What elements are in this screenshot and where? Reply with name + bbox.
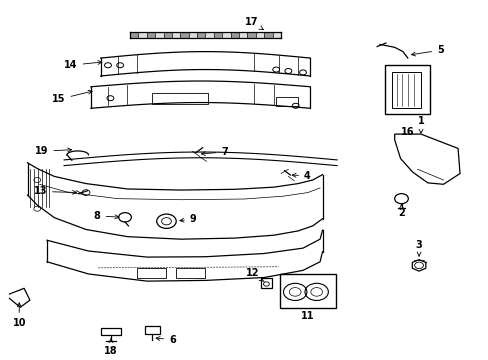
Bar — [197, 32, 205, 38]
Bar — [213, 32, 222, 38]
Text: 12: 12 — [245, 268, 264, 282]
Bar — [155, 32, 163, 38]
Bar — [276, 97, 298, 106]
Text: 13: 13 — [34, 186, 76, 197]
Text: 9: 9 — [180, 214, 196, 224]
Text: 8: 8 — [94, 211, 119, 221]
Bar — [391, 72, 420, 108]
Bar — [180, 32, 188, 38]
Text: 17: 17 — [244, 17, 263, 30]
Bar — [384, 65, 429, 114]
Bar — [205, 32, 213, 38]
Text: 4: 4 — [291, 171, 310, 181]
Text: 15: 15 — [52, 90, 92, 104]
Bar — [152, 93, 207, 104]
Bar — [101, 328, 121, 335]
Bar — [279, 274, 335, 309]
Text: 3: 3 — [415, 240, 422, 256]
Text: 14: 14 — [64, 60, 102, 70]
Bar — [176, 267, 205, 278]
Bar — [130, 32, 138, 38]
Bar — [146, 32, 155, 38]
Bar — [261, 278, 271, 288]
Text: 11: 11 — [300, 311, 313, 320]
Text: 2: 2 — [397, 204, 404, 218]
Bar — [172, 32, 180, 38]
Text: 10: 10 — [13, 303, 26, 328]
Bar — [264, 32, 272, 38]
Bar — [247, 32, 255, 38]
Bar — [138, 32, 146, 38]
Bar — [222, 32, 230, 38]
Bar — [255, 32, 264, 38]
Text: 18: 18 — [104, 339, 118, 356]
Bar — [272, 32, 281, 38]
Bar — [144, 326, 160, 334]
Text: 5: 5 — [411, 45, 443, 56]
Text: 6: 6 — [156, 334, 175, 345]
Text: 7: 7 — [201, 147, 227, 157]
Text: 19: 19 — [35, 146, 71, 156]
Bar — [163, 32, 172, 38]
Bar — [239, 32, 247, 38]
Bar — [137, 267, 166, 278]
Text: 16: 16 — [400, 127, 413, 137]
Text: 1: 1 — [417, 116, 424, 133]
Bar — [188, 32, 197, 38]
Bar — [230, 32, 239, 38]
